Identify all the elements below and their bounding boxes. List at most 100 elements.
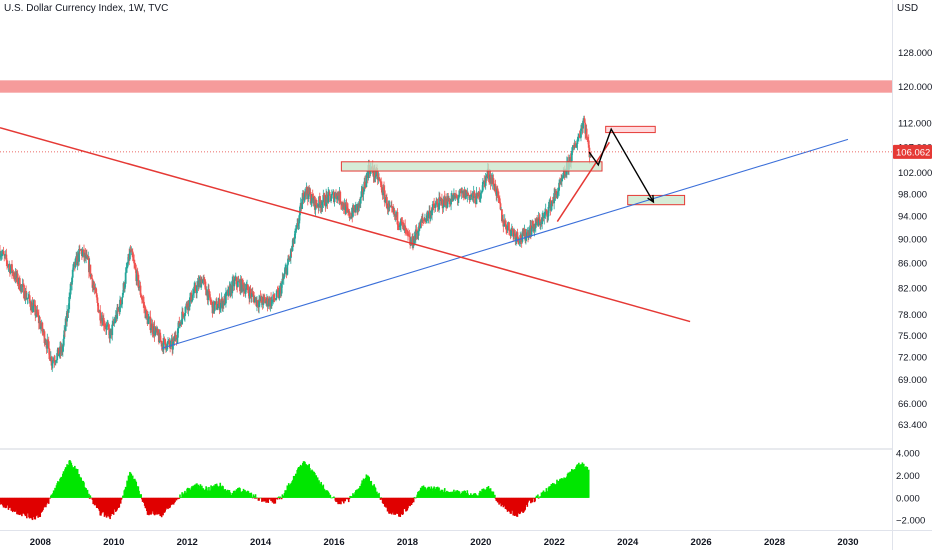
candle-body <box>337 192 340 196</box>
candle-body <box>525 232 528 238</box>
candle-body <box>508 222 510 231</box>
candle-body <box>421 218 424 220</box>
support-trendline <box>161 138 849 349</box>
y-tick-label: 98.000 <box>898 189 927 200</box>
candle-body <box>264 299 267 304</box>
candle-body <box>383 190 386 203</box>
histogram-bar <box>531 497 534 503</box>
candle-body <box>193 286 196 294</box>
candle-body <box>190 292 193 302</box>
candle-body <box>339 191 342 204</box>
candle-body <box>111 324 114 336</box>
candle-body <box>496 188 498 196</box>
y-tick-label: 86.000 <box>898 258 927 269</box>
candle-body <box>1 253 4 256</box>
y-tick-label: 78.000 <box>898 310 927 321</box>
candle-body <box>97 311 100 313</box>
candle-body <box>360 191 363 197</box>
candle-body <box>12 271 15 277</box>
candle-body <box>225 292 228 293</box>
y-tick-label: 120.000 <box>898 82 932 93</box>
projection-path <box>588 127 655 203</box>
candle-body <box>121 297 124 305</box>
candle-body <box>391 206 394 210</box>
candle-body <box>168 340 171 345</box>
candle-body <box>106 324 109 326</box>
candle-body <box>136 271 138 282</box>
candle-body <box>203 279 206 282</box>
candle-body <box>244 289 247 294</box>
candle-body <box>18 278 21 290</box>
candle-body <box>548 205 551 207</box>
candle-body <box>524 228 527 241</box>
candle-body <box>578 135 581 138</box>
candle-body <box>514 233 517 241</box>
candle-body <box>274 299 277 301</box>
candle-body <box>398 226 401 227</box>
candle-body <box>172 342 174 350</box>
candle-body <box>99 310 102 321</box>
candle-body <box>518 241 521 243</box>
candle-body <box>521 231 524 242</box>
candle-body <box>68 296 71 310</box>
last-price-tag-bg <box>893 144 932 159</box>
candle-body <box>510 229 512 236</box>
candle-body <box>322 195 325 203</box>
candle-body <box>498 198 501 204</box>
candle-body <box>318 196 320 208</box>
candle-body <box>181 311 184 325</box>
x-tick-label: 2012 <box>177 537 198 548</box>
candle-body <box>51 363 54 366</box>
candle-body <box>479 193 482 198</box>
candle-body <box>133 263 136 267</box>
candle-body <box>553 193 556 204</box>
candle-body <box>9 268 12 274</box>
candle-body <box>497 191 500 198</box>
candle-body <box>3 253 6 256</box>
candle-body <box>248 289 251 299</box>
histogram-bar <box>328 492 330 498</box>
candle-body <box>345 204 347 214</box>
candle-body <box>333 196 336 202</box>
candle-body <box>40 326 42 329</box>
y-tick-label: 102.000 <box>898 168 932 179</box>
candle-body <box>275 298 277 300</box>
candle-body <box>571 147 574 151</box>
candle-body <box>383 187 385 191</box>
candle-body <box>376 170 379 180</box>
candle-body <box>415 229 418 235</box>
histogram-bar <box>47 497 50 504</box>
candle-body <box>583 118 586 123</box>
candle-body <box>289 249 292 259</box>
histogram-bar <box>251 496 253 498</box>
candle-body <box>119 299 122 305</box>
candle-body <box>55 360 58 362</box>
candle-body <box>96 297 99 304</box>
candle-body <box>448 200 451 205</box>
candle-body <box>280 283 283 294</box>
candle-body <box>69 283 72 295</box>
histogram-bar <box>537 497 540 499</box>
candle-body <box>201 280 204 284</box>
x-tick-label: 2018 <box>397 537 418 548</box>
candle-body <box>438 197 441 200</box>
candle-body <box>378 177 380 179</box>
candle-body <box>196 285 198 294</box>
candle-body <box>532 220 534 227</box>
histogram-bar <box>534 497 536 502</box>
histogram-bar <box>138 494 141 498</box>
histogram-bar <box>249 492 251 498</box>
candle-body <box>328 191 331 196</box>
candle-body <box>78 249 80 262</box>
candle-body <box>143 306 146 308</box>
candle-body <box>0 255 2 258</box>
histogram-bar <box>380 497 382 498</box>
histogram-bar <box>443 488 446 498</box>
candle-body <box>574 144 577 148</box>
candle-body <box>522 231 524 233</box>
candle-body <box>74 258 77 267</box>
candle-body <box>35 314 37 316</box>
candle-body <box>456 196 459 200</box>
